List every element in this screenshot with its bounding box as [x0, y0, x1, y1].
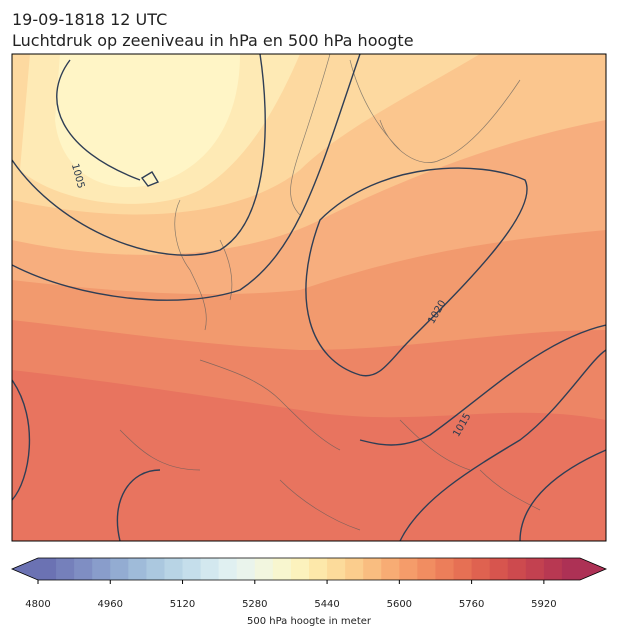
colorbar-segment [38, 558, 57, 580]
colorbar-segment [435, 558, 455, 580]
colorbar-segment [561, 558, 581, 580]
colorbar-segment [489, 558, 509, 580]
colorbar-segment [290, 558, 310, 580]
colorbar-segment [471, 558, 491, 580]
colorbar-segment [507, 558, 527, 580]
colorbar-segment [218, 558, 238, 580]
colorbar-segment [345, 558, 364, 580]
colorbar-segment [381, 558, 400, 580]
colorbar-segment [128, 558, 147, 580]
title: 19-09-1818 12 UTC [12, 10, 167, 29]
colorbar-tick-label: 5920 [531, 599, 556, 610]
colorbar-segment [56, 558, 75, 580]
colorbar-tick-label: 5120 [170, 599, 195, 610]
colorbar-segment [200, 558, 220, 580]
colorbar-segment [146, 558, 165, 580]
colorbar-tick-label: 5760 [459, 599, 484, 610]
colorbar-segment [543, 558, 563, 580]
colorbar-extend-high [580, 558, 606, 580]
colorbar-segment [363, 558, 382, 580]
colorbar-tick-label: 5280 [242, 599, 267, 610]
colorbar-segment [272, 558, 292, 580]
colorbar-tick-label: 5440 [314, 599, 339, 610]
map-frame [11, 53, 607, 542]
colorbar-tick-label: 4800 [25, 599, 50, 610]
subtitle: Luchtdruk op zeeniveau in hPa en 500 hPa… [12, 31, 414, 50]
colorbar-segment [399, 558, 418, 580]
colorbar-extend-low [12, 558, 38, 580]
colorbar-segment [110, 558, 129, 580]
colorbar-tick-label: 4960 [98, 599, 123, 610]
colorbar: 4800 4960 5120 5280 5440 5600 5760 5920 [10, 557, 608, 610]
map: 1005 1020 1015 [12, 54, 606, 541]
colorbar-segment [164, 558, 184, 580]
colorbar-segment [74, 558, 93, 580]
colorbar-tick-label: 5600 [387, 599, 412, 610]
colorbar-segment [309, 558, 328, 580]
colorbar-segment [327, 558, 346, 580]
colorbar-segment [453, 558, 473, 580]
colorbar-segment [417, 558, 436, 580]
colorbar-segment [182, 558, 202, 580]
colorbar-label: 500 hPa hoogte in meter [247, 616, 372, 627]
colorbar-segment [92, 558, 111, 580]
colorbar-segment [525, 558, 545, 580]
colorbar-segment [236, 558, 256, 580]
colorbar-segment [254, 558, 274, 580]
